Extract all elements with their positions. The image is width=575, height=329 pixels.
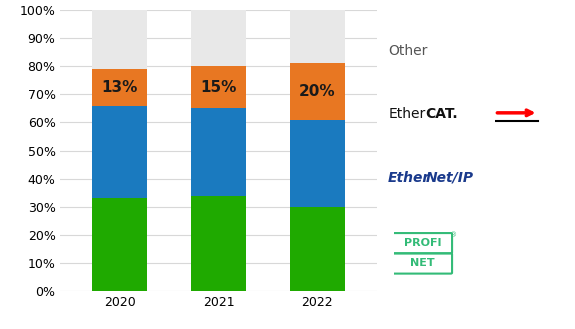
Bar bbox=[191, 108, 246, 195]
Text: Net/IP: Net/IP bbox=[426, 171, 473, 185]
Bar bbox=[290, 10, 344, 63]
Text: Ether: Ether bbox=[388, 171, 430, 185]
Text: CAT.: CAT. bbox=[426, 107, 458, 120]
Bar bbox=[290, 63, 344, 119]
Bar bbox=[191, 10, 246, 66]
Text: Ether: Ether bbox=[388, 107, 426, 120]
Bar bbox=[191, 195, 246, 291]
Bar bbox=[290, 207, 344, 291]
Text: 13%: 13% bbox=[101, 80, 138, 95]
Text: ®: ® bbox=[450, 233, 457, 239]
Bar bbox=[290, 119, 344, 207]
Bar bbox=[93, 69, 147, 106]
Bar bbox=[93, 106, 147, 198]
Text: NET: NET bbox=[410, 259, 435, 268]
Bar bbox=[93, 10, 147, 69]
Text: Other: Other bbox=[388, 44, 427, 58]
Text: 20%: 20% bbox=[299, 84, 336, 99]
Bar bbox=[93, 198, 147, 291]
Bar bbox=[191, 66, 246, 108]
Text: 15%: 15% bbox=[200, 80, 237, 95]
Text: PROFI: PROFI bbox=[404, 238, 441, 248]
